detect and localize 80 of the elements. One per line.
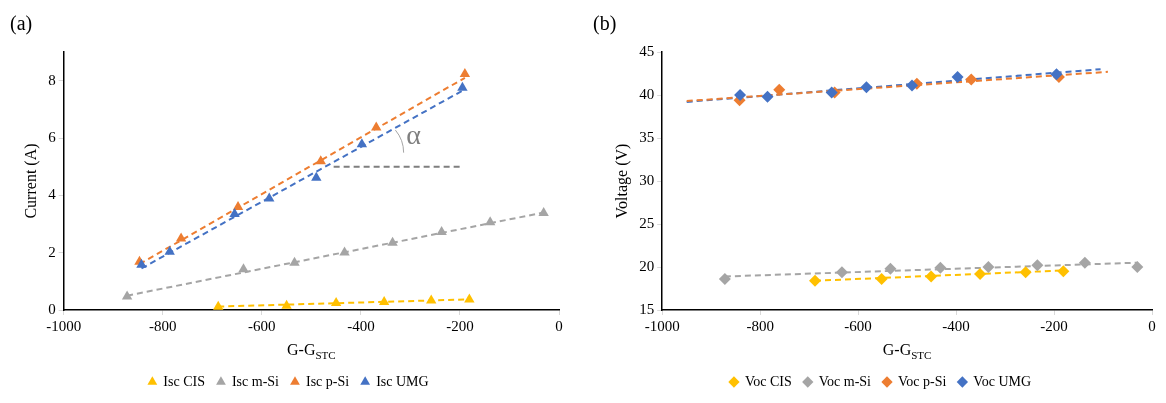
point (281, 299, 292, 309)
y-axis-title: Voltage (V) (612, 143, 631, 219)
y-tick-label: 4 (48, 186, 57, 203)
x-tick-label: 0 (555, 317, 563, 334)
point (356, 138, 368, 148)
point (1078, 256, 1091, 269)
point (934, 261, 947, 274)
point (1057, 265, 1070, 278)
point (232, 201, 244, 211)
y-tick-label: 45 (639, 42, 655, 59)
y-tick-label: 6 (48, 128, 57, 145)
legend-label: Isc CIS (163, 373, 205, 389)
point (436, 226, 447, 236)
y-tick-label: 25 (639, 214, 655, 231)
point (761, 90, 774, 103)
annotation: α (406, 119, 422, 151)
point (387, 236, 398, 246)
point (1131, 261, 1144, 273)
x-tick-label: -400 (347, 317, 375, 334)
legend-label: Isc m-Si (231, 373, 280, 389)
point (951, 70, 964, 83)
x-tick-label: -600 (844, 317, 872, 334)
y-tick-label: 8 (48, 71, 56, 88)
legend-label: Isc UMG (376, 373, 429, 389)
x-tick-label: -400 (942, 317, 970, 334)
point (974, 267, 987, 280)
x-tick-label: -200 (1040, 317, 1068, 334)
point (330, 297, 342, 307)
point (289, 256, 300, 266)
y-tick-label: 30 (639, 171, 655, 188)
point (718, 273, 731, 286)
legend-label: Voc UMG (973, 373, 1032, 389)
point (925, 270, 938, 283)
point (121, 290, 133, 300)
point (1019, 266, 1032, 279)
y-tick-label: 35 (639, 128, 655, 145)
chart-title: (a) (10, 12, 33, 35)
point (238, 263, 249, 273)
point (884, 262, 897, 275)
y-tick-label: 2 (48, 243, 56, 260)
legend-label: Voc m-Si (818, 373, 872, 389)
point (965, 73, 978, 86)
point (229, 207, 240, 217)
x-tick-label: -1000 (46, 317, 82, 334)
legend-label: Voc p-Si (898, 373, 947, 389)
x-tick-label: -200 (446, 317, 474, 334)
point (1031, 259, 1044, 272)
x-tick-label: -800 (149, 317, 177, 334)
point (426, 294, 437, 304)
legend-label: Isc p-Si (306, 373, 350, 389)
point (734, 89, 747, 101)
x-tick-label: -600 (248, 317, 276, 334)
y-tick-label: 20 (639, 257, 655, 274)
x-tick-label: 0 (1148, 317, 1156, 334)
point (339, 246, 350, 256)
point (175, 232, 187, 242)
point (311, 171, 322, 181)
point (809, 274, 822, 287)
point (906, 79, 918, 92)
point (835, 266, 848, 279)
point (773, 83, 786, 96)
point (459, 68, 471, 78)
point (875, 273, 888, 286)
legend-label: Voc CIS (744, 373, 792, 389)
point (457, 81, 468, 91)
point (860, 81, 873, 94)
x-tick-label: -800 (746, 317, 774, 334)
chart-title: (b) (593, 12, 617, 35)
point (484, 216, 496, 226)
point (164, 245, 175, 255)
point (213, 300, 224, 310)
y-tick-label: 0 (48, 300, 56, 317)
point (315, 155, 326, 165)
point (538, 207, 549, 217)
y-axis-title: Current (A) (21, 143, 40, 219)
point (982, 261, 995, 273)
point (378, 295, 390, 305)
y-tick-label: 15 (639, 300, 655, 317)
x-tick-label: -1000 (644, 317, 680, 334)
y-tick-label: 40 (639, 85, 655, 102)
